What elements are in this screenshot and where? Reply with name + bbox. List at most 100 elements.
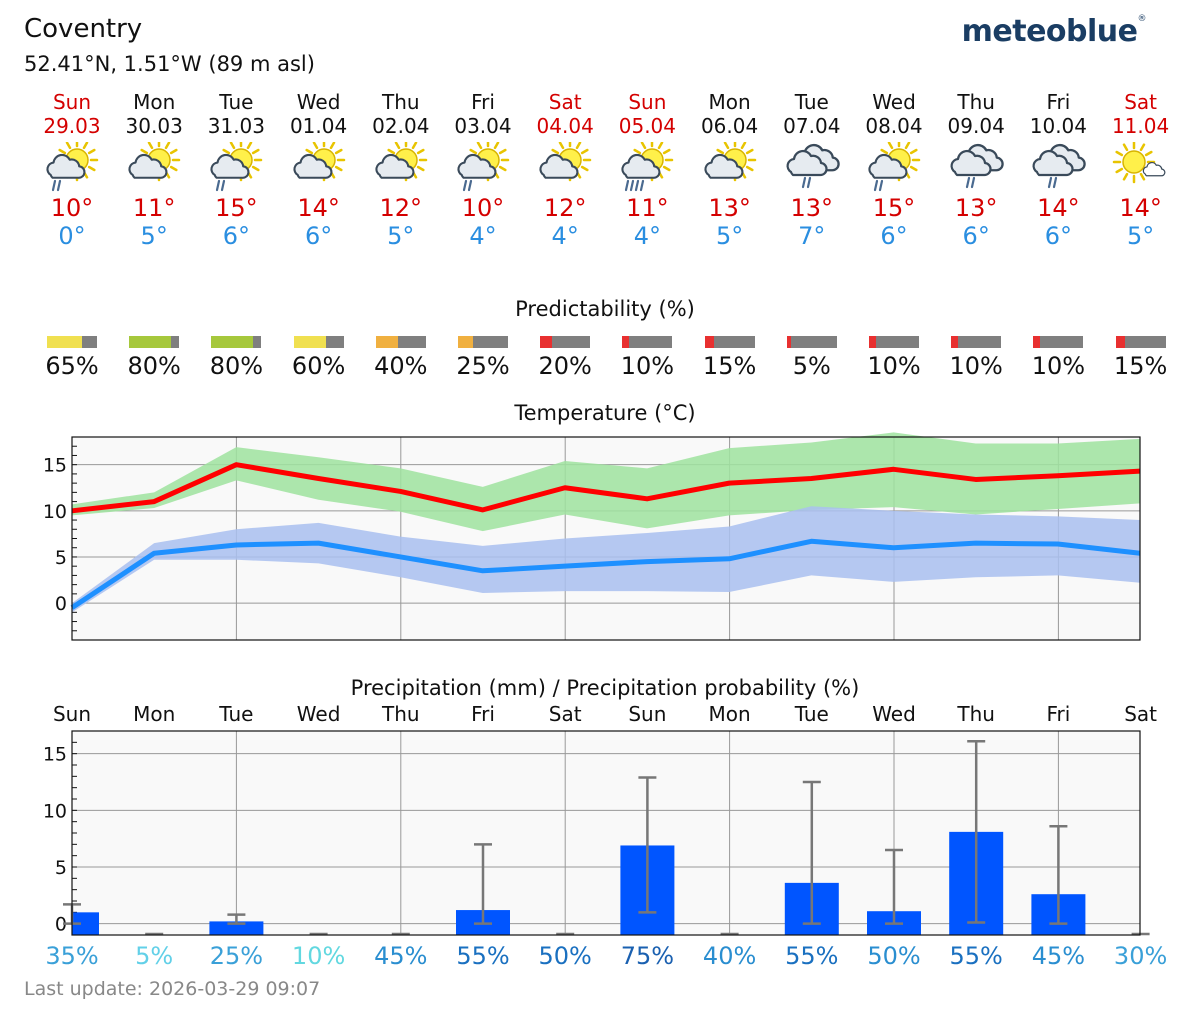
y-tick-label: 10 xyxy=(43,501,67,523)
day-name: Fri xyxy=(1046,90,1071,114)
cloud-shape xyxy=(786,149,828,177)
cloud-shape xyxy=(868,153,908,179)
location-coordinates: 52.41°N, 1.51°W (89 m asl) xyxy=(24,52,315,76)
predictability-value: 25% xyxy=(456,352,510,380)
x-category-label: Wed xyxy=(296,702,341,726)
day-column[interactable]: Sat 04.04 12° 4° xyxy=(524,90,606,250)
sun-cloud-rain-icon xyxy=(210,142,263,192)
predictability-value: 20% xyxy=(538,352,592,380)
max-temperature-band xyxy=(72,432,1140,532)
min-temperature-band xyxy=(72,506,1140,613)
daily-forecast-strip: Sun 29.03 10° 0° Mon 30.03 11° 5° Tue 31.03 15° 6° W… xyxy=(0,90,1200,270)
predictability-bar-fill xyxy=(47,336,82,348)
x-category-label: Mon xyxy=(708,702,751,726)
rain-drops xyxy=(801,176,811,189)
day-date: 05.04 xyxy=(618,114,677,138)
day-name: Tue xyxy=(219,90,254,114)
last-update: Last update: 2026-03-29 09:07 xyxy=(24,978,321,1000)
day-column[interactable]: Sun 05.04 11° 4° xyxy=(606,90,688,250)
predictability-title: Predictability (%) xyxy=(515,297,695,321)
predictability-bar-fill xyxy=(540,336,553,348)
rain-drops xyxy=(966,176,976,189)
cloud-shape xyxy=(704,153,744,179)
rain-drops xyxy=(462,179,473,192)
predictability-bar-fill xyxy=(129,336,172,348)
predictability-value: 10% xyxy=(620,352,675,380)
min-temperature: 0° xyxy=(58,222,86,250)
predictability-value: 60% xyxy=(291,352,346,380)
precipitation-probability: 50% xyxy=(867,942,921,970)
precipitation-probability: 45% xyxy=(1031,942,1086,970)
max-temperature: 13° xyxy=(954,194,998,222)
min-temperature: 6° xyxy=(304,222,333,250)
sun-cloud-icon xyxy=(704,142,756,182)
precipitation-chart: 0 5 10 15 xyxy=(43,730,1150,936)
day-name: Sat xyxy=(1124,90,1157,114)
sun-cloud-icon xyxy=(293,142,345,182)
max-temperature: 13° xyxy=(708,194,751,222)
rain-drops xyxy=(1048,176,1058,189)
precipitation-probability: 45% xyxy=(374,942,428,970)
day-column[interactable]: Wed 01.04 14° 6° xyxy=(278,90,360,250)
day-name: Wed xyxy=(296,90,341,114)
predictability-bar-fill xyxy=(869,336,876,348)
precipitation-probability: 55% xyxy=(456,942,510,970)
sun-cloud-icon xyxy=(375,142,428,182)
day-column[interactable]: Mon 30.03 11° 5° xyxy=(113,90,195,250)
max-temperature: 15° xyxy=(215,194,258,222)
min-temperature: 6° xyxy=(1044,222,1073,250)
min-temperature: 5° xyxy=(715,222,744,250)
sun-cloud-icon xyxy=(128,142,181,182)
day-column[interactable]: Thu 09.04 13° 6° xyxy=(935,90,1017,250)
cloud-shape xyxy=(128,153,168,179)
x-category-label: Thu xyxy=(957,702,995,726)
max-temperature: 11° xyxy=(132,194,176,222)
day-column[interactable]: Wed 08.04 15° 6° xyxy=(853,90,935,250)
x-category-label: Fri xyxy=(471,702,495,726)
max-temperature: 12° xyxy=(379,194,423,222)
precipitation-probability: 75% xyxy=(620,942,675,970)
predictability-bar xyxy=(622,336,673,348)
day-name: Fri xyxy=(471,90,495,114)
x-category-label: Sat xyxy=(1124,702,1157,726)
day-column[interactable]: Mon 06.04 13° 5° xyxy=(689,90,771,250)
sun-cloud-heavy-rain-icon xyxy=(621,142,674,192)
day-column[interactable]: Fri 03.04 10° 4° xyxy=(442,90,524,250)
min-temperature: 6° xyxy=(962,222,990,250)
day-name: Thu xyxy=(957,90,995,114)
predictability-bar xyxy=(211,336,262,348)
day-column[interactable]: Tue 31.03 15° 6° xyxy=(195,90,277,250)
day-name: Wed xyxy=(872,90,916,114)
brand-logo[interactable]: meteoblue® xyxy=(961,14,1147,49)
day-column[interactable]: Thu 02.04 12° 5° xyxy=(360,90,442,250)
sun-small-cloud-icon xyxy=(1112,142,1166,184)
min-temperature: 4° xyxy=(633,222,662,250)
day-name: Sat xyxy=(548,90,582,114)
x-category-label: Wed xyxy=(872,702,916,726)
precipitation-probability: 10% xyxy=(291,942,346,970)
sun-cloud-rain-icon xyxy=(868,142,921,192)
cloud-shape xyxy=(210,153,250,179)
day-column[interactable]: Tue 07.04 13° 7° xyxy=(771,90,853,250)
cloud-shape xyxy=(621,153,661,179)
day-column[interactable]: Sun 29.03 10° 0° xyxy=(31,90,113,250)
day-column[interactable]: Fri 10.04 14° 6° xyxy=(1017,90,1099,250)
day-name: Mon xyxy=(133,90,176,114)
cloud-shape xyxy=(457,153,497,179)
predictability-bar xyxy=(1115,336,1166,348)
brand-name: meteoblue xyxy=(961,14,1138,49)
predictability-bar xyxy=(786,336,837,348)
day-date: 01.04 xyxy=(289,114,348,138)
day-date: 07.04 xyxy=(783,114,841,138)
max-temperature: 14° xyxy=(1119,194,1162,222)
y-tick-label: 15 xyxy=(43,455,67,477)
cloud-shape xyxy=(293,153,333,179)
precipitation-probability: 55% xyxy=(949,942,1003,970)
day-name: Tue xyxy=(794,90,829,114)
day-name: Mon xyxy=(708,90,751,114)
day-column[interactable]: Sat 11.04 14° 5° xyxy=(1100,90,1182,250)
precipitation-chart-title: Precipitation (mm) / Precipitation proba… xyxy=(350,676,860,700)
predictability-value: 10% xyxy=(1031,352,1086,380)
day-name: Thu xyxy=(382,90,420,114)
cloud-shape xyxy=(1142,161,1166,177)
